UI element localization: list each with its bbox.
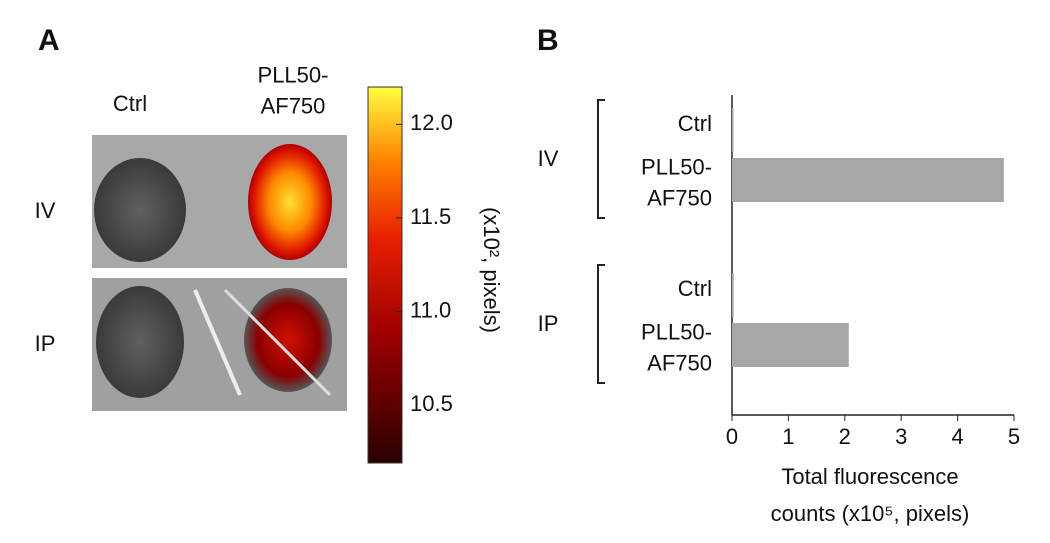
fluorescence-image: [92, 135, 347, 411]
colorbar-title: (x10², pixels): [479, 207, 504, 333]
category-label: PLL50-AF750: [641, 319, 712, 375]
bar: [732, 323, 849, 367]
group-bracket: [597, 99, 605, 219]
x-axis-title: Total fluorescence: [781, 464, 958, 489]
colorbar-tick-label: 11.0: [410, 297, 451, 322]
bar: [732, 108, 734, 152]
row-label: IV: [35, 198, 56, 223]
x-axis-title: counts (x10⁵, pixels): [771, 501, 970, 526]
x-tick-label: 2: [839, 424, 851, 449]
colorbar-tick-label: 10.5: [410, 391, 453, 416]
group-bracket: [597, 264, 605, 384]
panel-label: A: [38, 24, 60, 57]
colorbar: [367, 86, 403, 464]
group-label: IV: [538, 146, 559, 171]
row-label: IP: [35, 331, 56, 356]
category-label: PLL50-AF750: [641, 154, 712, 210]
bar: [732, 273, 734, 317]
x-tick-label: 0: [726, 424, 738, 449]
bar: [732, 158, 1004, 202]
x-tick-label: 4: [951, 424, 963, 449]
panel-label: B: [537, 24, 559, 57]
group-label: IP: [538, 311, 559, 336]
category-label: Ctrl: [678, 276, 712, 301]
x-tick-label: 1: [782, 424, 794, 449]
category-label: Ctrl: [678, 111, 712, 136]
column-label: Ctrl: [113, 91, 147, 116]
colorbar-tick-label: 12.0: [410, 110, 453, 135]
colorbar-tick-label: 11.5: [410, 204, 451, 229]
x-tick-label: 3: [895, 424, 907, 449]
x-tick-label: 5: [1008, 424, 1020, 449]
column-label: PLL50-AF750: [258, 62, 329, 118]
